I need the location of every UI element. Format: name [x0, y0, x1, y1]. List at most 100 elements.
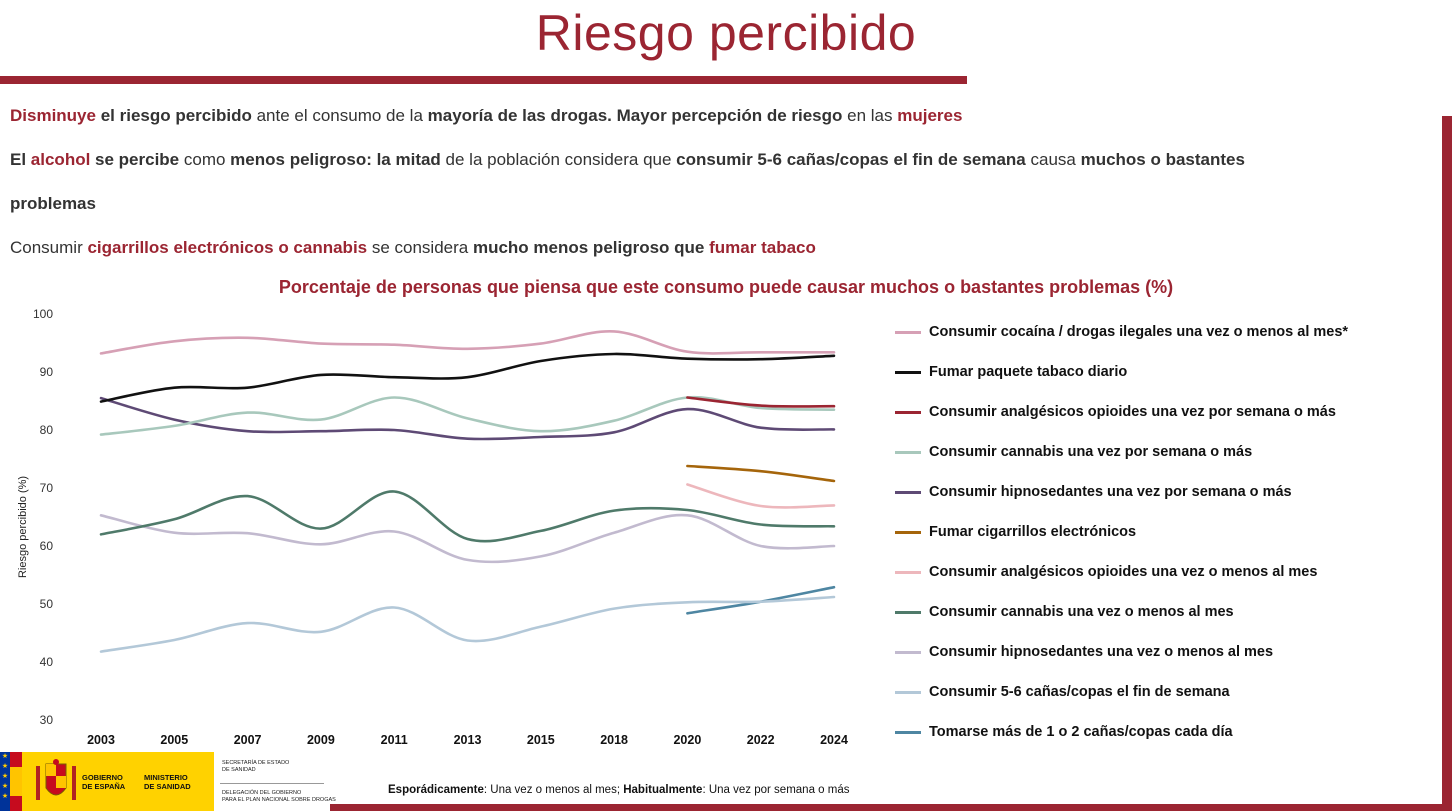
- line-chart: 30 40 50 60 70 80 90 100 2003 2005 2007 2009 2011 201…: [17, 307, 848, 747]
- legend-label: Fumar cigarrillos electrónicos: [929, 524, 1137, 540]
- x-tick-label: 2020: [673, 733, 701, 747]
- summary-line-4-run-1: Consumir: [10, 238, 88, 257]
- x-tick-label: 2018: [600, 733, 628, 747]
- series-line-6: [686, 464, 836, 483]
- spain-flag-icon: [10, 752, 22, 811]
- summary-line-1-run-6: mujeres: [897, 106, 963, 125]
- legend-swatch: [895, 610, 921, 614]
- series-line-8: [99, 490, 836, 543]
- summary-line-2-run-8: causa: [1025, 150, 1081, 169]
- summary-line-2-run-1: El: [10, 150, 31, 169]
- x-tick-label: 2005: [160, 733, 188, 747]
- logo-white-panel: SECRETARÍA DE ESTADO DE SANIDAD DELEGACI…: [214, 752, 336, 811]
- x-tick-label: 2022: [747, 733, 775, 747]
- summary-line-2-run-5: menos peligroso: la mitad: [230, 150, 441, 169]
- x-tick-label: 2015: [527, 733, 555, 747]
- legend-swatch: [895, 410, 921, 414]
- legend-swatch: [895, 650, 921, 654]
- secretaria-label: SECRETARÍA DE ESTADO DE SANIDAD: [222, 760, 290, 773]
- summary-line-4-run-6: fumar tabaco: [709, 238, 816, 257]
- y-tick-label: 60: [40, 539, 54, 553]
- legend-label: Consumir cocaína / drogas ilegales una v…: [929, 324, 1349, 340]
- legend-swatch: [895, 330, 921, 334]
- series-line-3: [686, 396, 836, 408]
- summary-line-2: El alcohol se percibe como menos peligro…: [10, 150, 1245, 170]
- summary-line-2-run-2: alcohol: [30, 150, 91, 169]
- coat-of-arms-icon: [36, 759, 76, 800]
- summary-line-2-run-4: como: [179, 150, 231, 169]
- legend-item-4: Consumir cannabis una vez por semana o m…: [895, 442, 1252, 462]
- legend-item-7: Consumir analgésicos opioides una vez o …: [895, 562, 1317, 582]
- legend-swatch: [895, 370, 921, 374]
- legend-item-6: Fumar cigarrillos electrónicos: [895, 522, 1136, 542]
- x-tick-label: 2003: [87, 733, 115, 747]
- legend-item-2: Fumar paquete tabaco diario: [895, 362, 1127, 382]
- y-axis-label: Riesgo percibido (%): [17, 476, 29, 578]
- footnote-def-1: : Una vez o menos al mes;: [483, 784, 624, 796]
- y-tick-label: 50: [40, 597, 54, 611]
- y-tick-label: 30: [40, 713, 54, 727]
- summary-line-4-run-4: mucho menos peligroso que: [472, 238, 705, 257]
- legend-item-1: Consumir cocaína / drogas ilegales una v…: [895, 322, 1348, 342]
- x-tick-label: 2007: [234, 733, 262, 747]
- ministerio-label: MINISTERIO DE SANIDAD: [144, 773, 191, 791]
- legend-item-10: Consumir 5-6 cañas/copas el fin de seman…: [895, 682, 1230, 702]
- legend-swatch: [895, 530, 921, 534]
- summary-line-1-run-5: en las: [842, 106, 898, 125]
- legend-label: Consumir hipnosedantes una vez o menos a…: [929, 644, 1274, 660]
- title-underline: [0, 76, 967, 84]
- legend-label: Tomarse más de 1 o 2 cañas/copas cada dí…: [929, 724, 1233, 740]
- legend-swatch: [895, 570, 921, 574]
- legend-label: Consumir analgésicos opioides una vez o …: [929, 564, 1318, 580]
- legend-label: Consumir analgésicos opioides una vez po…: [929, 404, 1336, 420]
- summary-line-1-run-2: el riesgo percibido: [95, 106, 252, 125]
- footnote-term-2: Habitualmente: [623, 784, 703, 796]
- legend-label: Consumir hipnosedantes una vez por seman…: [929, 484, 1292, 500]
- bottom-accent-bar: [330, 804, 1442, 811]
- y-tick-label: 100: [33, 307, 53, 321]
- eu-flag-icon: ★ ★ ★ ★ ★: [0, 752, 10, 811]
- legend-label: Consumir cannabis una vez por semana o m…: [929, 444, 1253, 460]
- series-line-2: [99, 352, 836, 403]
- series-line-7: [686, 483, 836, 509]
- summary-line-3-run-1: problemas: [10, 194, 96, 213]
- legend-item-9: Consumir hipnosedantes una vez o menos a…: [895, 642, 1273, 662]
- summary-line-4-run-3: se considera: [367, 238, 473, 257]
- legend-item-3: Consumir analgésicos opioides una vez po…: [895, 402, 1336, 422]
- legend-swatch: [895, 450, 921, 454]
- logo-yellow-panel: GOBIERNO DE ESPAÑA MINISTERIO DE SANIDAD: [22, 752, 214, 811]
- x-tick-label: 2011: [381, 733, 408, 747]
- y-tick-label: 70: [40, 481, 54, 495]
- legend-swatch: [895, 690, 921, 694]
- legend-swatch: [895, 490, 921, 494]
- summary-line-1-run-4: mayoría de las drogas. Mayor percepción …: [427, 106, 843, 125]
- summary-line-4: Consumir cigarrillos electrónicos o cann…: [10, 238, 816, 258]
- summary-line-2-run-6: de la población considera que: [440, 150, 677, 169]
- logo-divider: [220, 783, 324, 784]
- legend-item-8: Consumir cannabis una vez o menos al mes: [895, 602, 1234, 622]
- y-tick-label: 40: [40, 655, 54, 669]
- summary-line-3: problemas: [10, 194, 96, 214]
- series-line-1: [99, 330, 836, 355]
- gobierno-label: GOBIERNO DE ESPAÑA: [82, 773, 126, 791]
- x-tick-label: 2013: [454, 733, 482, 747]
- x-tick-label: 2009: [307, 733, 335, 747]
- y-tick-label: 90: [40, 365, 54, 379]
- summary-line-4-run-2: cigarrillos electrónicos o cannabis: [87, 238, 368, 257]
- legend-swatch: [895, 730, 921, 734]
- y-tick-label: 80: [40, 423, 54, 437]
- delegacion-label: DELEGACIÓN DEL GOBIERNO PARA EL PLAN NAC…: [222, 790, 336, 803]
- series-line-4: [99, 395, 836, 436]
- government-logo: ★ ★ ★ ★ ★ GOBIERNO DE ESPAÑA MINISTERIO DE S…: [0, 752, 336, 811]
- right-accent-bar: [1442, 116, 1452, 811]
- page-title: Riesgo percibido: [535, 5, 917, 61]
- summary-line-2-run-3: se percibe: [90, 150, 180, 169]
- legend-label: Consumir cannabis una vez o menos al mes: [929, 604, 1234, 620]
- summary-line-2-run-9: muchos o bastantes: [1080, 150, 1245, 169]
- footnote: Esporádicamente: Una vez o menos al mes;…: [388, 784, 849, 796]
- chart-heading: Porcentaje de personas que piensa que es…: [278, 277, 1174, 297]
- summary-line-2-run-7: consumir 5-6 cañas/copas el fin de seman…: [676, 150, 1026, 169]
- legend-item-11: Tomarse más de 1 o 2 cañas/copas cada dí…: [895, 722, 1233, 742]
- series-line-11: [686, 585, 836, 615]
- summary-line-1-run-1: Disminuye: [10, 106, 96, 125]
